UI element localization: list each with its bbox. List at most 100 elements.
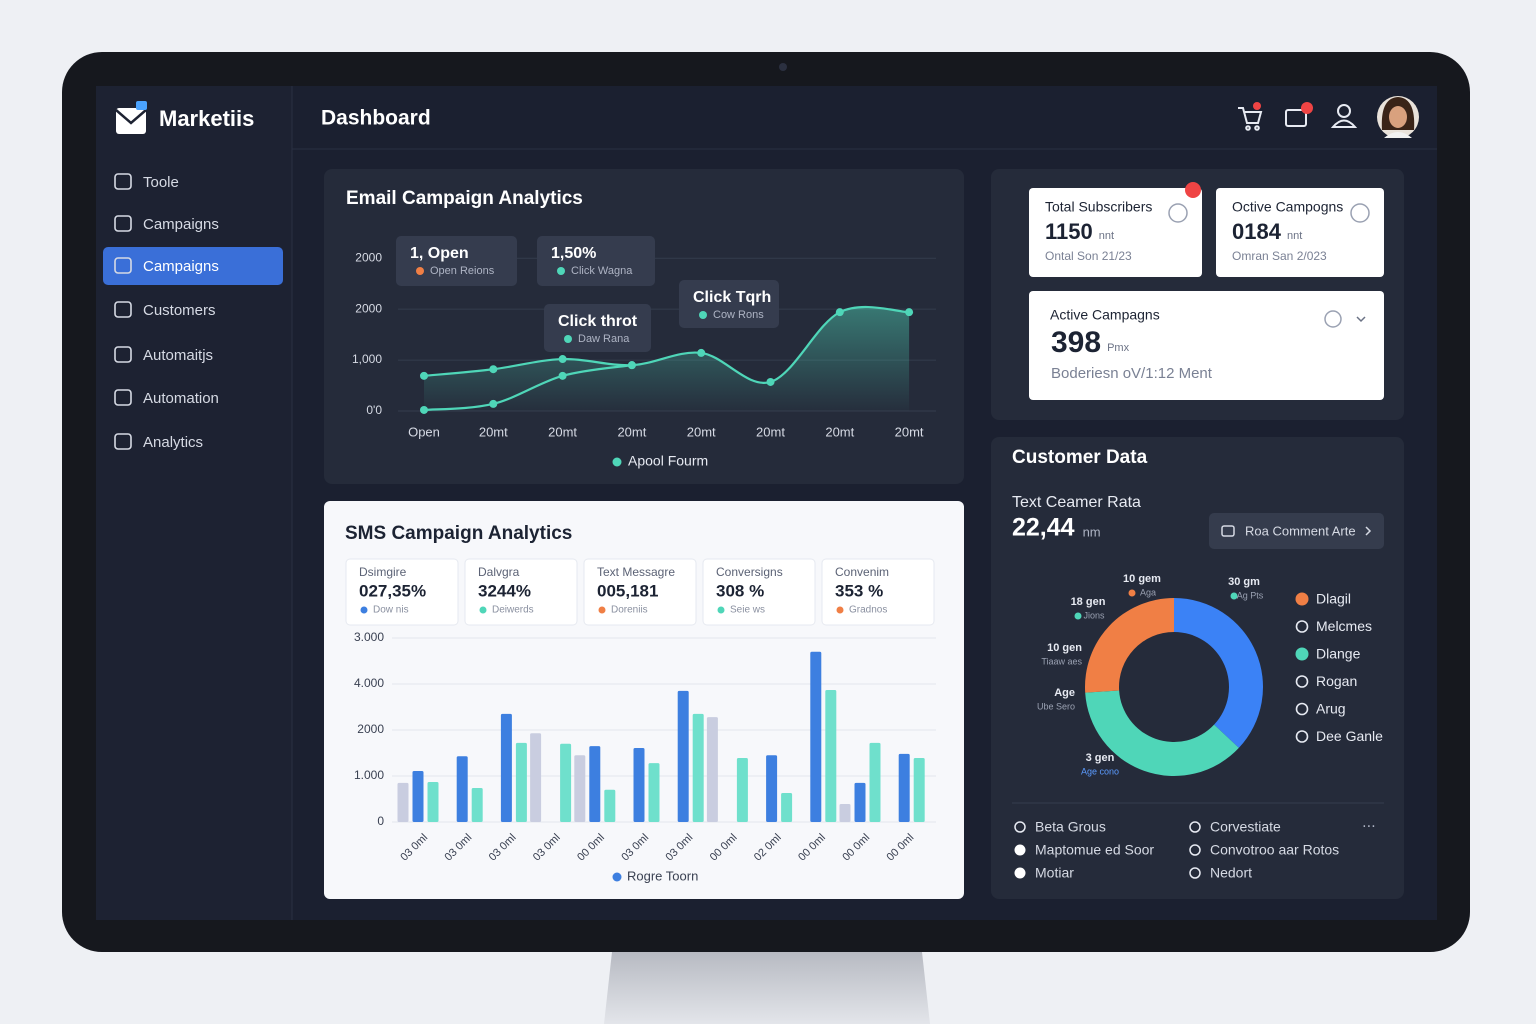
chart-title: Email Campaign Analytics: [346, 188, 583, 209]
kpi-card: [1029, 291, 1384, 400]
nav-item[interactable]: Campaigns: [143, 216, 219, 233]
button-label[interactable]: Roa Comment Arte: [1245, 523, 1356, 538]
bar: [736, 758, 748, 822]
bar: [825, 689, 837, 822]
donut-sublabel: Age cono: [1081, 766, 1119, 776]
dropdown-icon[interactable]: [1356, 316, 1366, 323]
donut-label: 10 gem: [1123, 573, 1161, 585]
donut-segment: [1174, 598, 1263, 748]
kpi-unit: nnt: [1099, 230, 1114, 242]
lists: Beta Grous Maptomue ed Soor Motiar Corvesti…: [1014, 819, 1339, 881]
kpi-card: [1029, 188, 1202, 277]
alert-badge: [1185, 182, 1201, 198]
x-tick-label: 20mt: [825, 424, 854, 439]
legend-swatch: [1295, 675, 1309, 688]
annotation-title: 1,50%: [551, 245, 596, 262]
kpi-note: Boderiesn oV/1:12 Ment: [1051, 365, 1213, 382]
bar: [456, 756, 468, 822]
email-chart: 0'0 1,000 2000 2000 Open 20mt 20mt 20mt 20mt 20mt…: [352, 236, 936, 469]
info-icon: [1350, 203, 1370, 223]
annotation-label: Open Reions: [430, 265, 495, 277]
stat-card: [464, 558, 578, 626]
list-item[interactable]: Nedort: [1210, 865, 1252, 881]
stat-note: Dow nis: [373, 605, 409, 616]
stat-value: 308 %: [716, 581, 764, 600]
nav-item[interactable]: Analytics: [143, 434, 203, 451]
bar: [677, 690, 689, 822]
nav-item[interactable]: Automaitjs: [143, 347, 213, 364]
annotation-dot: [557, 267, 565, 275]
annotation-dot: [699, 311, 707, 319]
point: [489, 399, 498, 408]
stat-value: 027,35%: [359, 581, 426, 600]
annotation-label: Click Wagna: [571, 265, 633, 277]
legend-label: Rogan: [1316, 673, 1357, 689]
donut-sublabel: Jions: [1083, 610, 1105, 620]
donut-segment: [1085, 690, 1239, 776]
bar: [500, 713, 512, 822]
point: [558, 355, 567, 364]
nav-item[interactable]: Campaigns: [143, 258, 219, 275]
nav-item[interactable]: Customers: [143, 302, 216, 319]
list-item[interactable]: Corvestiate: [1210, 819, 1281, 835]
donut-segment: [1085, 598, 1174, 693]
donut-label-dot: [1074, 612, 1082, 620]
nav-icon: [114, 173, 132, 190]
donut-label: 18 gen: [1071, 596, 1106, 608]
nav-item[interactable]: Toole: [143, 174, 179, 191]
kpi-label: Total Subscribers: [1045, 199, 1152, 215]
chevron: [1365, 526, 1372, 536]
donut-label: 10 gen: [1047, 642, 1082, 654]
stat-label: Dsimgire: [359, 565, 407, 579]
info-icon: [1168, 203, 1188, 223]
stat-card: [345, 558, 459, 626]
stat-dot: [836, 606, 844, 614]
bar: [781, 793, 793, 822]
legend-label: Dlange: [1316, 646, 1361, 662]
point: [835, 308, 844, 317]
donut-sublabel: Aga: [1140, 587, 1156, 597]
y-tick-label: 4.000: [354, 676, 384, 690]
more-icon[interactable]: ⋯: [1362, 818, 1376, 834]
bar: [869, 742, 881, 822]
bar: [515, 742, 527, 822]
list-item[interactable]: Maptomue ed Soor: [1035, 842, 1154, 858]
cart-icon[interactable]: [1238, 102, 1263, 131]
notification-icon[interactable]: [1285, 102, 1313, 127]
kpi-cards: Total Subscribers 1150 nnt Ontal Son 21/23 O…: [1029, 182, 1384, 400]
annotation-label: Daw Rana: [578, 333, 630, 345]
point: [489, 365, 498, 374]
legend-label: Rogre Toorn: [627, 868, 698, 883]
avatar[interactable]: [1377, 96, 1419, 138]
brand-name: Marketiis: [159, 106, 254, 131]
nav-icon: [114, 433, 132, 450]
list-item[interactable]: Beta Grous: [1035, 819, 1106, 835]
stat-label: Conversigns: [716, 565, 783, 579]
comment-button[interactable]: [1209, 513, 1384, 549]
stat-note: Seie ws: [730, 605, 765, 616]
stat-dot: [360, 606, 368, 614]
y-tick-label: 1.000: [354, 768, 384, 782]
donut-label: Age: [1054, 687, 1075, 699]
list-item[interactable]: Convotroo aar Rotos: [1210, 842, 1339, 858]
stat-value: 353 %: [835, 581, 883, 600]
bar: [692, 713, 704, 822]
kpi-unit: nnt: [1287, 230, 1302, 242]
bar: [397, 782, 409, 822]
bar: [574, 755, 586, 822]
stat-note: Doreniis: [611, 605, 648, 616]
kpi-label: Active Campagns: [1050, 307, 1160, 323]
nav-item[interactable]: Automation: [143, 390, 219, 407]
bar: [913, 758, 925, 822]
bar: [854, 782, 866, 822]
legend-swatch: [1295, 647, 1309, 661]
list-item[interactable]: Motiar: [1035, 865, 1074, 881]
user-icon[interactable]: [1330, 104, 1358, 128]
bar: [427, 781, 439, 822]
y-tick-label: 3.000: [354, 630, 384, 644]
nav-icon: [114, 215, 132, 232]
kpi-value: 398: [1051, 326, 1101, 359]
chat-icon[interactable]: [1324, 310, 1342, 328]
button-icon: [1221, 525, 1235, 537]
legend-swatch: [1295, 620, 1309, 633]
